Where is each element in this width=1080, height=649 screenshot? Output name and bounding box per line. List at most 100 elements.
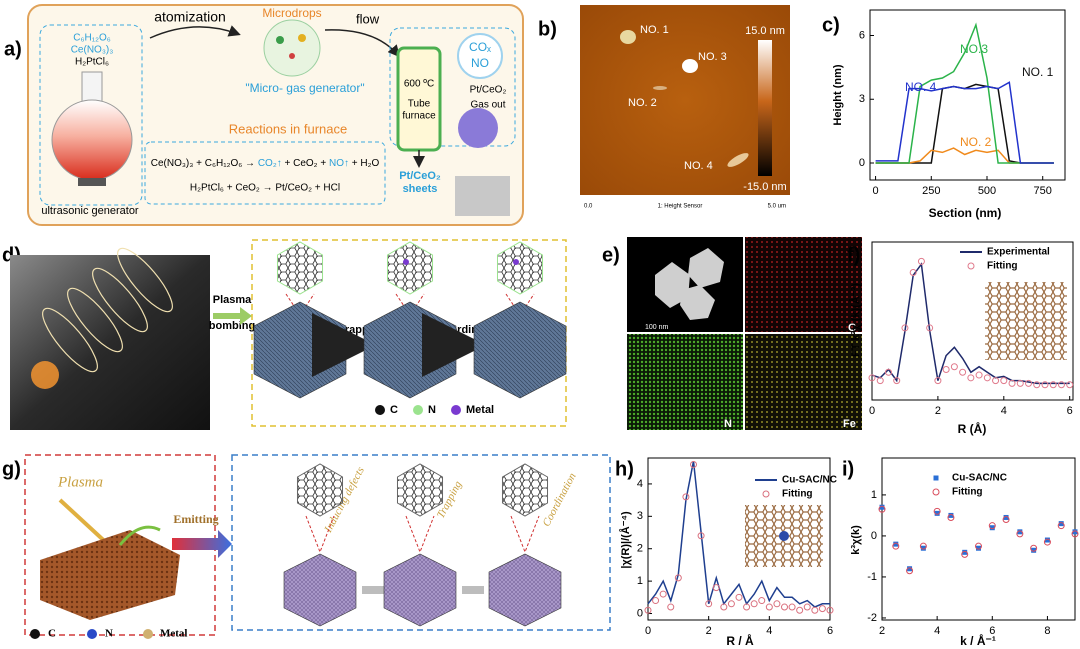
map-c <box>745 237 862 332</box>
y-tick-label: 0 <box>859 157 865 169</box>
legend-text: N <box>105 628 113 640</box>
point <box>826 606 834 614</box>
point <box>932 488 940 496</box>
y-tick-label: 2 <box>637 543 643 555</box>
point <box>727 600 735 608</box>
series-line <box>875 81 1054 164</box>
point <box>1017 529 1023 535</box>
catalyst: Pt/CeO₂ <box>470 85 507 96</box>
point <box>988 522 996 530</box>
point <box>803 603 811 611</box>
plot-frame <box>647 457 831 621</box>
point <box>1071 530 1079 538</box>
step-label: atomization <box>154 9 226 25</box>
furnace-text: furnace <box>402 111 436 122</box>
point <box>909 268 917 276</box>
polyhedron <box>383 553 457 627</box>
legend-text: Fitting <box>782 489 813 500</box>
point <box>876 377 884 385</box>
point <box>1003 514 1009 520</box>
generator <box>78 178 106 186</box>
panel-label: a) <box>4 38 22 60</box>
lattice <box>496 241 544 295</box>
legend-dot <box>451 405 461 415</box>
point <box>796 606 804 614</box>
legend-dot <box>375 405 385 415</box>
point <box>697 532 705 540</box>
scale-bar: 100 nm <box>645 324 669 331</box>
particle <box>727 153 749 167</box>
map-fe <box>745 334 862 430</box>
point <box>712 584 720 592</box>
point <box>934 377 942 385</box>
panel-a: a) C₆H₁₂O₆ Ce(NO₃)₃ H₂PtCl₆ ultrasonic g… <box>4 4 524 226</box>
gas-out: Gas out <box>470 100 505 111</box>
legend-text: Fitting <box>987 261 1018 272</box>
point <box>1049 381 1057 389</box>
particles <box>655 248 724 320</box>
legend-text: Experimental <box>987 247 1050 258</box>
point <box>992 377 1000 385</box>
point <box>892 542 900 550</box>
point <box>743 603 751 611</box>
point <box>818 605 826 613</box>
point <box>705 600 713 608</box>
y-tick-label: 0 <box>871 530 877 542</box>
x-axis-label: R (Å) <box>958 421 987 436</box>
reactions-frame <box>144 141 386 205</box>
x-axis-label: R / Å <box>726 633 754 648</box>
legend-dot <box>30 629 40 639</box>
metal <box>403 259 409 265</box>
metal <box>513 259 519 265</box>
microdrop <box>263 19 321 77</box>
legend-text: Fitting <box>952 487 983 498</box>
plot-frame <box>871 241 1074 401</box>
legend-text: Metal <box>160 628 187 640</box>
drop <box>276 36 284 44</box>
point <box>893 541 899 547</box>
point <box>868 374 876 382</box>
map-label: Fe <box>843 418 856 430</box>
point <box>967 262 975 270</box>
point <box>884 368 892 376</box>
sponge <box>40 530 180 620</box>
afm-image <box>580 5 790 195</box>
eq-part: Ce(NO₃)₃ + C₆H₁₂O₆ → <box>151 158 258 169</box>
polyhedron <box>488 553 562 627</box>
point <box>659 590 667 598</box>
point <box>1057 522 1065 530</box>
point <box>652 597 660 605</box>
x-tick-label: 6 <box>989 625 995 637</box>
x-tick-label: 4 <box>766 625 772 637</box>
x-axis-label: k / Å⁻¹ <box>960 633 996 648</box>
point <box>879 504 885 510</box>
panel-b: b) NO. 1 NO. 3 NO. 2 NO. 4 15.0 nm -15.0… <box>538 5 790 217</box>
reactions-title: Reactions in furnace <box>229 121 348 136</box>
point <box>1008 379 1016 387</box>
guide-line <box>305 515 335 554</box>
point <box>1000 377 1008 385</box>
particle-label: NO. 3 <box>698 51 727 63</box>
eq-part: CO₂↑ <box>258 158 282 169</box>
legend-text: Cu-SAC/NC <box>952 473 1007 484</box>
furnace-text: 600 ºC <box>404 79 434 90</box>
x-tick-label: 2 <box>879 625 885 637</box>
point <box>1002 516 1010 524</box>
point <box>975 371 983 379</box>
point <box>735 593 743 601</box>
sheet-blob <box>458 108 498 148</box>
series-label: NO. 1 <box>1022 65 1054 79</box>
point <box>644 606 652 614</box>
product: Pt/CeO₂ <box>399 170 441 182</box>
point <box>934 510 940 516</box>
panel-label: f) <box>847 244 860 266</box>
series-label: NO. 2 <box>960 135 992 149</box>
point <box>906 567 914 575</box>
flask <box>51 99 133 181</box>
lattice <box>276 241 324 295</box>
footer-text: 5.0 um <box>768 204 786 210</box>
point <box>765 603 773 611</box>
point <box>962 549 968 555</box>
point <box>901 324 909 332</box>
guide-line <box>405 515 435 554</box>
